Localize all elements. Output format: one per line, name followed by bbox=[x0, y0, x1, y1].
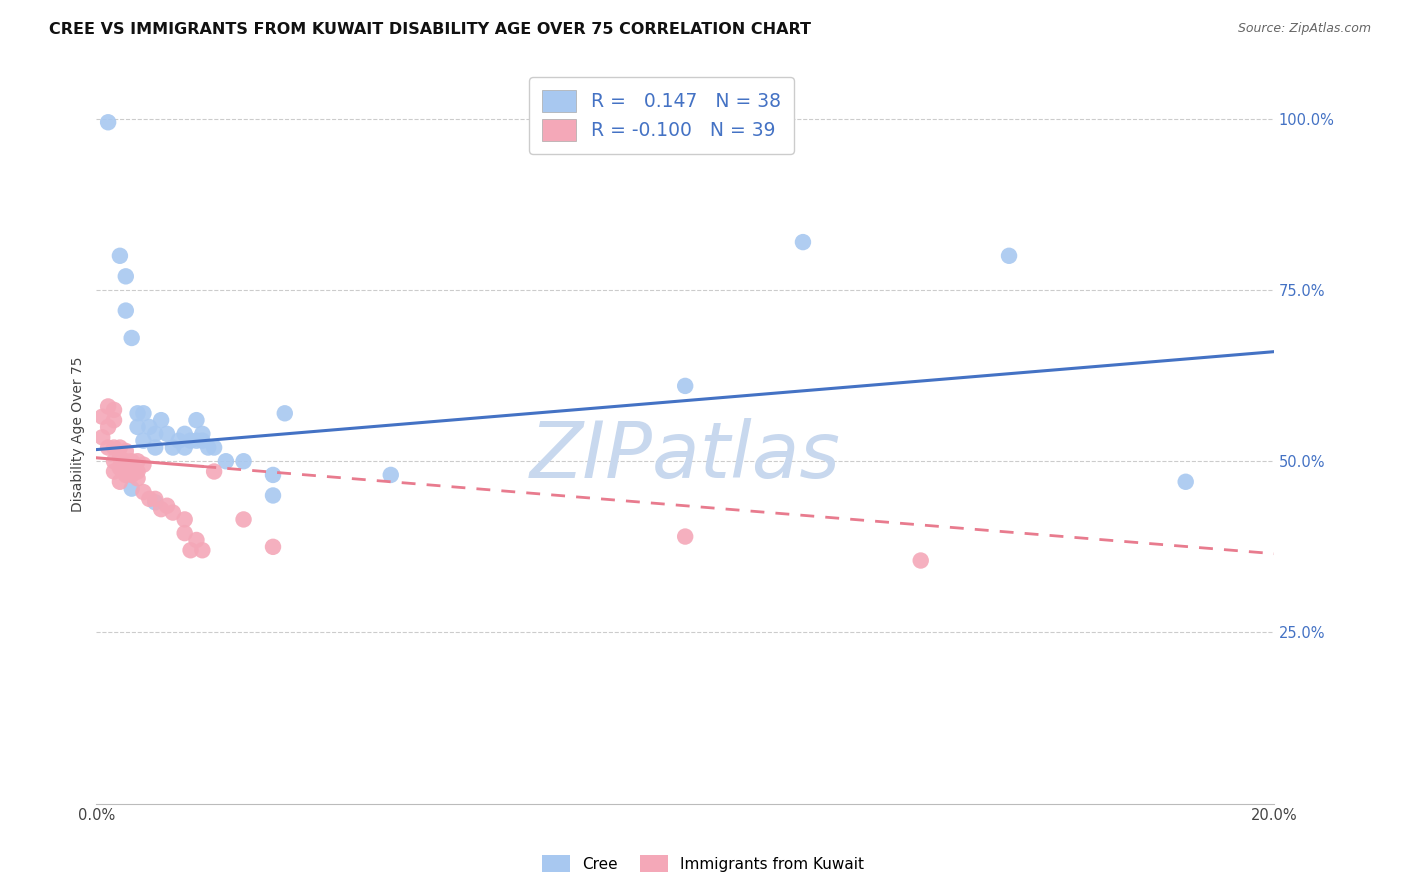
Point bbox=[132, 485, 155, 500]
Point bbox=[162, 506, 184, 520]
Point bbox=[143, 426, 166, 441]
Point bbox=[186, 413, 208, 427]
Point bbox=[138, 491, 160, 506]
Point bbox=[121, 454, 143, 468]
Point bbox=[673, 379, 696, 393]
Point bbox=[262, 540, 284, 554]
Point bbox=[191, 426, 214, 441]
Point bbox=[232, 454, 254, 468]
Point bbox=[121, 482, 143, 496]
Point bbox=[156, 426, 179, 441]
Point bbox=[114, 303, 136, 318]
Point bbox=[162, 441, 184, 455]
Point bbox=[138, 420, 160, 434]
Point bbox=[202, 465, 225, 479]
Point bbox=[114, 454, 136, 468]
Point bbox=[103, 413, 125, 427]
Point bbox=[173, 526, 195, 541]
Point bbox=[1174, 475, 1197, 489]
Point bbox=[186, 434, 208, 448]
Point bbox=[792, 235, 814, 249]
Point bbox=[97, 115, 120, 129]
Point bbox=[127, 465, 149, 479]
Legend: R =   0.147   N = 38, R = -0.100   N = 39: R = 0.147 N = 38, R = -0.100 N = 39 bbox=[529, 77, 794, 154]
Text: ZIPatlas: ZIPatlas bbox=[530, 418, 841, 494]
Point bbox=[108, 450, 131, 465]
Point bbox=[127, 454, 149, 468]
Point bbox=[91, 409, 114, 424]
Point bbox=[262, 488, 284, 502]
Point bbox=[114, 467, 136, 482]
Point bbox=[132, 406, 155, 420]
Point bbox=[202, 441, 225, 455]
Point bbox=[127, 420, 149, 434]
Point bbox=[150, 413, 173, 427]
Point bbox=[132, 458, 155, 472]
Point bbox=[673, 530, 696, 544]
Text: CREE VS IMMIGRANTS FROM KUWAIT DISABILITY AGE OVER 75 CORRELATION CHART: CREE VS IMMIGRANTS FROM KUWAIT DISABILIT… bbox=[49, 22, 811, 37]
Point bbox=[143, 441, 166, 455]
Point bbox=[91, 430, 114, 444]
Point bbox=[173, 426, 195, 441]
Text: Source: ZipAtlas.com: Source: ZipAtlas.com bbox=[1237, 22, 1371, 36]
Point bbox=[108, 249, 131, 263]
Point bbox=[108, 441, 131, 455]
Point bbox=[191, 434, 214, 448]
Point bbox=[108, 475, 131, 489]
Point bbox=[998, 249, 1021, 263]
Point bbox=[114, 269, 136, 284]
Point bbox=[121, 331, 143, 345]
Point bbox=[186, 533, 208, 547]
Point bbox=[703, 112, 725, 126]
Point bbox=[180, 434, 202, 448]
Point bbox=[143, 491, 166, 506]
Point bbox=[274, 406, 297, 420]
Point bbox=[127, 471, 149, 485]
Point bbox=[103, 441, 125, 455]
Point bbox=[103, 402, 125, 417]
Point bbox=[97, 441, 120, 455]
Legend: Cree, Immigrants from Kuwait: Cree, Immigrants from Kuwait bbox=[534, 847, 872, 880]
Point bbox=[167, 434, 190, 448]
Point bbox=[156, 499, 179, 513]
Point bbox=[150, 502, 173, 516]
Point bbox=[103, 454, 125, 468]
Point bbox=[127, 406, 149, 420]
Point bbox=[173, 512, 195, 526]
Point bbox=[380, 467, 402, 482]
Point bbox=[121, 467, 143, 482]
Point bbox=[97, 400, 120, 414]
Point bbox=[103, 465, 125, 479]
Point bbox=[262, 467, 284, 482]
Point bbox=[173, 441, 195, 455]
Point bbox=[97, 420, 120, 434]
Point bbox=[910, 553, 932, 567]
Point bbox=[191, 543, 214, 558]
Point bbox=[197, 441, 219, 455]
Point bbox=[114, 444, 136, 458]
Y-axis label: Disability Age Over 75: Disability Age Over 75 bbox=[72, 356, 86, 512]
Point bbox=[143, 495, 166, 509]
Point bbox=[108, 461, 131, 475]
Point bbox=[180, 543, 202, 558]
Point bbox=[132, 434, 155, 448]
Point bbox=[232, 512, 254, 526]
Point bbox=[215, 454, 238, 468]
